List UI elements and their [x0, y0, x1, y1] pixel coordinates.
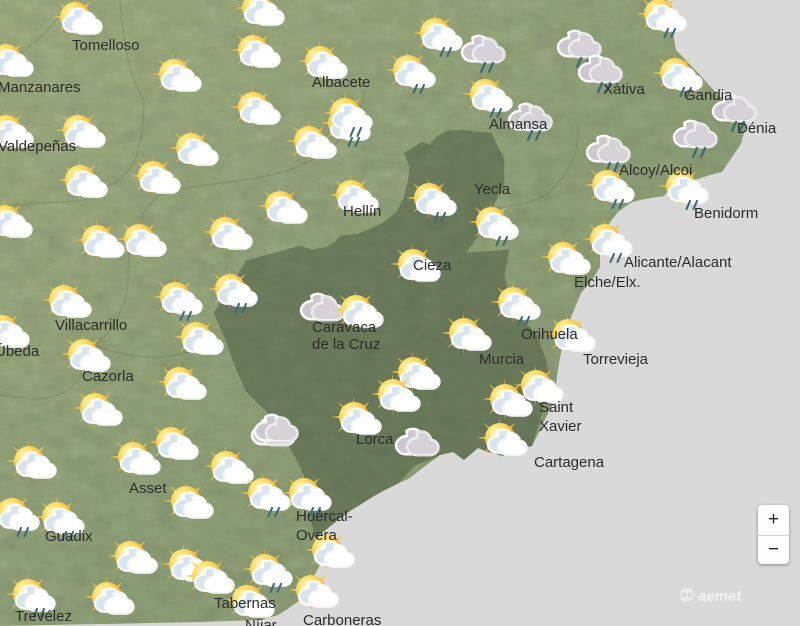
svg-text:aemet: aemet — [698, 588, 742, 605]
